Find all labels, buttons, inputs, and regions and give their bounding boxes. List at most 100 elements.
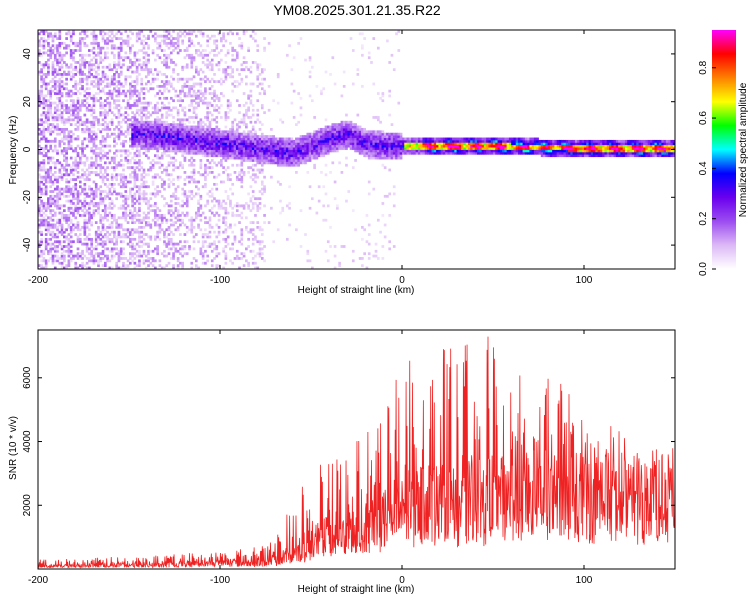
spectrogram-cell	[181, 264, 184, 268]
spectrogram-cell	[140, 192, 144, 196]
spectrogram-cell	[74, 137, 78, 141]
spectrogram-cell	[42, 120, 46, 124]
spectrogram-cell	[249, 142, 253, 146]
spectrogram-cell	[154, 94, 157, 98]
spectrogram-cell	[251, 168, 255, 172]
spectrogram-cell	[192, 130, 196, 134]
spectrogram-cell	[40, 230, 43, 234]
spectrogram-cell	[83, 123, 87, 126]
spectrogram-cell	[106, 51, 109, 55]
spectrogram-cell	[113, 137, 116, 141]
spectrogram-cell	[90, 171, 93, 174]
spectrogram-cell	[215, 94, 219, 98]
spectrogram-cell	[242, 171, 246, 174]
spectrogram-cell	[311, 147, 314, 150]
spectrogram-cell	[63, 254, 66, 258]
spectrogram-cell	[110, 51, 114, 55]
spectrogram-cell	[63, 166, 66, 170]
spectrogram-cell	[60, 173, 64, 177]
spectrogram-cell	[247, 49, 250, 52]
spectrogram-cell	[240, 233, 244, 236]
spectrogram-cell	[160, 84, 164, 88]
spectrogram-cell	[213, 108, 216, 112]
spectrogram-cell	[76, 252, 80, 256]
spectrogram-cell	[44, 63, 48, 67]
spectrogram-cell	[138, 135, 141, 138]
spectrogram-cell	[78, 147, 82, 150]
spectrogram-cell	[204, 101, 207, 105]
spectrogram-cell	[131, 259, 134, 263]
spectrogram-cell	[142, 194, 146, 198]
spectrogram-cell	[204, 63, 207, 67]
spectrogram-cell	[210, 142, 214, 146]
spectrogram-cell	[163, 214, 166, 217]
spectrogram-cell	[69, 75, 73, 79]
spectrogram-cell	[208, 216, 212, 220]
spectrogram-cell	[74, 225, 78, 229]
spectrogram-cell	[181, 137, 184, 141]
spectrogram-cell	[167, 144, 171, 148]
spectrogram-cell	[106, 144, 109, 148]
spectrogram-cell	[49, 80, 53, 83]
spectrogram-cell	[42, 192, 46, 196]
spectrogram-cell	[133, 171, 137, 174]
spectrogram-cell	[324, 173, 328, 177]
spectrogram-cell	[85, 242, 89, 246]
spectrogram-cell	[197, 171, 200, 174]
spectrogram-cell	[163, 96, 166, 100]
spectrogram-cell	[215, 80, 219, 83]
spectrogram-cell	[42, 259, 46, 263]
spectrogram-cell	[183, 139, 187, 143]
spectrogram-cell	[349, 135, 353, 138]
spectrogram-cell	[217, 51, 221, 55]
spectrogram-cell	[103, 228, 107, 232]
spectrogram-cell	[299, 144, 303, 148]
spectrogram-cell	[342, 84, 346, 88]
spectrogram-cell	[329, 130, 332, 134]
spectrogram-cell	[94, 53, 98, 57]
spectrogram-cell	[40, 204, 43, 208]
spectrogram-cell	[199, 137, 203, 141]
spectrogram-cell	[106, 82, 109, 86]
spectrogram-cell	[288, 151, 291, 155]
spectrogram-cell	[53, 56, 57, 60]
spectrogram-cell	[129, 190, 132, 193]
spectrogram-cell	[231, 130, 235, 134]
spectrogram-cell	[160, 156, 164, 160]
spectrogram-cell	[92, 108, 96, 112]
spectrogram-cell	[53, 118, 57, 122]
spectrogram-cell	[133, 132, 137, 136]
spectrogram-cell	[331, 149, 335, 153]
spectrogram-cell	[158, 147, 162, 150]
spectrogram-cell	[183, 240, 187, 244]
spectrogram-cell	[58, 108, 62, 112]
spectrogram-cell	[169, 223, 173, 227]
spectrogram-cell	[285, 204, 289, 208]
spectrogram-cell	[251, 132, 255, 136]
spectrogram-cell	[108, 190, 112, 193]
spectrogram-cell	[199, 206, 203, 210]
spectrogram-cell	[147, 37, 150, 40]
spectrogram-cell	[288, 159, 291, 162]
spectrogram-cell	[158, 237, 162, 241]
spectrogram-cells	[38, 30, 676, 270]
spectrogram-cell	[169, 137, 173, 141]
spectrogram-cell	[147, 89, 150, 93]
spectrogram-cell	[231, 89, 235, 93]
spectrogram-cell	[92, 94, 96, 98]
spectrogram-cell	[229, 154, 232, 158]
spectrogram-cell	[251, 190, 255, 193]
spectrogram-cell	[69, 221, 73, 224]
spectrogram-cell	[140, 108, 144, 112]
spectrogram-cell	[81, 63, 84, 67]
spectrogram-cell	[40, 168, 43, 172]
spectrogram-cell	[308, 144, 312, 148]
spectrogram-cell	[101, 113, 105, 117]
spectrogram-cell	[101, 225, 105, 229]
spectrogram-cell	[345, 127, 348, 131]
spectrogram-cell	[324, 139, 328, 143]
spectrogram-cell	[222, 44, 225, 48]
spectrogram-cell	[42, 137, 46, 141]
spectrogram-cell	[365, 266, 369, 270]
spectrogram-cell	[88, 73, 91, 76]
